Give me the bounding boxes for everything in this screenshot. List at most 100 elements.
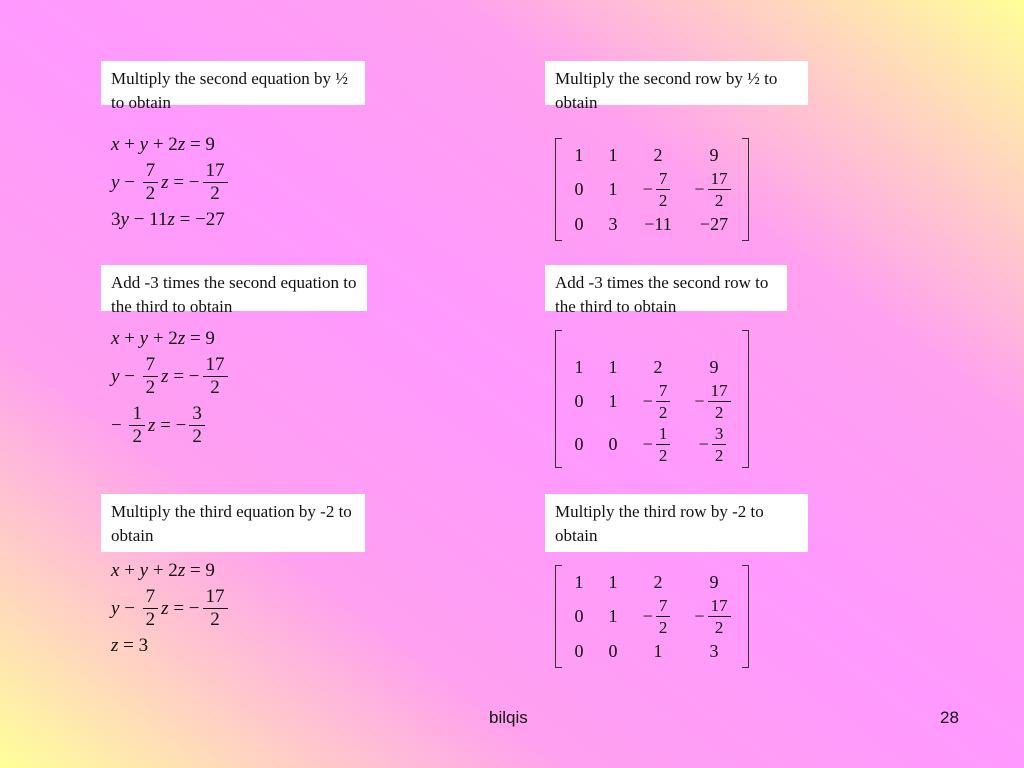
matrix-cell: 0: [596, 423, 630, 466]
matrix-cell: 9: [686, 569, 742, 595]
matrix-cell: −17 2: [686, 168, 742, 211]
step2-matrix: 1 1 2 9 0 1−7 2−17 2 0 0−1 2−3 2: [555, 330, 749, 468]
equation-text: = −: [155, 414, 187, 436]
fraction: 17 2: [202, 160, 228, 205]
equation-text: −: [111, 414, 127, 436]
denominator: 2: [145, 609, 156, 630]
minus-sign: −: [642, 391, 653, 411]
matrix-cell: 1: [596, 142, 630, 168]
variable: y: [139, 134, 149, 155]
variable: z: [177, 328, 186, 349]
matrix-cell: 0: [562, 380, 596, 423]
matrix-cell: −27: [686, 211, 742, 237]
variable: x: [111, 328, 120, 349]
denominator: 2: [658, 191, 668, 210]
matrix-value: 9: [709, 144, 719, 165]
matrix-value: 0: [608, 640, 618, 661]
denominator: 2: [192, 426, 202, 447]
matrix-value: 0: [574, 391, 584, 411]
denominator: 2: [210, 183, 220, 204]
variable: y: [111, 597, 120, 619]
matrix-cell: 1: [596, 569, 630, 595]
equation: z = 3: [111, 635, 231, 657]
fraction: 17 2: [202, 586, 228, 631]
variable: z: [161, 597, 169, 619]
matrix-value: 1: [574, 144, 584, 165]
matrix-value: 1: [608, 391, 618, 411]
matrix-cell: −1 2: [630, 423, 686, 466]
variable: x: [111, 560, 120, 581]
variable: z: [161, 171, 169, 193]
matrix-value: 1: [574, 356, 584, 377]
matrix-cell: 1: [596, 380, 630, 423]
equation-text: +: [119, 560, 140, 581]
denominator: 2: [132, 426, 142, 447]
matrix-cell: 1: [562, 142, 596, 168]
equation-text: = −: [168, 597, 200, 619]
matrix-value: 1: [653, 640, 663, 661]
equation-text: = 9: [185, 328, 215, 349]
numerator: 7: [655, 595, 671, 617]
variable: z: [177, 134, 186, 155]
fraction: 17 2: [202, 354, 228, 399]
matrix-value: 3: [608, 213, 618, 234]
equation-text: +: [119, 328, 140, 349]
matrix-cell: 0: [562, 168, 596, 211]
minus-sign: −: [642, 434, 653, 454]
matrix-cell: 2: [630, 569, 686, 595]
denominator: 2: [658, 446, 668, 465]
numerator: 7: [655, 168, 671, 190]
variable: y: [111, 365, 120, 387]
equation-text: = −: [168, 365, 200, 387]
equation-text: + 2: [148, 328, 178, 349]
matrix-cell: 0: [562, 211, 596, 237]
equation-text: = 3: [118, 635, 149, 656]
equation-text: −: [119, 365, 140, 387]
variable: y: [111, 171, 120, 193]
variable: y: [120, 209, 129, 230]
bracket-corner: [742, 240, 748, 241]
matrix-cell: 3: [686, 638, 742, 664]
bracket-corner: [742, 138, 748, 139]
matrix-value: 1: [608, 179, 618, 199]
fraction: 17 2: [707, 380, 731, 423]
matrix-cell: 9: [686, 354, 742, 380]
numerator: 17: [707, 168, 731, 190]
denominator: 2: [145, 183, 156, 204]
matrix-value: −27: [699, 213, 729, 234]
equation-text: = −: [168, 171, 200, 193]
minus-sign: −: [642, 179, 653, 199]
denominator: 2: [145, 377, 156, 398]
matrix-value: 2: [653, 571, 663, 592]
equation-text: −: [119, 171, 140, 193]
step2-matrix-instruction: Add -3 times the second row to the third…: [545, 265, 787, 316]
step3-matrix: 1 1 2 9 0 1−7 2−17 2 0 0 1 3: [555, 565, 749, 668]
denominator: 2: [658, 403, 668, 422]
numerator: 1: [129, 403, 145, 426]
variable: z: [167, 209, 175, 230]
matrix-value: 3: [709, 640, 719, 661]
minus-sign: −: [694, 391, 705, 411]
matrix-cell: 1: [596, 595, 630, 638]
matrix-value: 0: [574, 434, 584, 454]
equation-text: − 11: [128, 209, 168, 230]
numerator: 7: [142, 160, 159, 183]
matrix-value: 1: [608, 144, 618, 165]
matrix-value: 1: [608, 356, 618, 377]
matrix-cell: 1: [562, 569, 596, 595]
matrix-cell: 2: [630, 354, 686, 380]
step3-matrix-instruction: Multiply the third row by -2 to obtain: [545, 494, 808, 552]
matrix-cell: −7 2: [630, 595, 686, 638]
denominator: 2: [658, 618, 668, 637]
